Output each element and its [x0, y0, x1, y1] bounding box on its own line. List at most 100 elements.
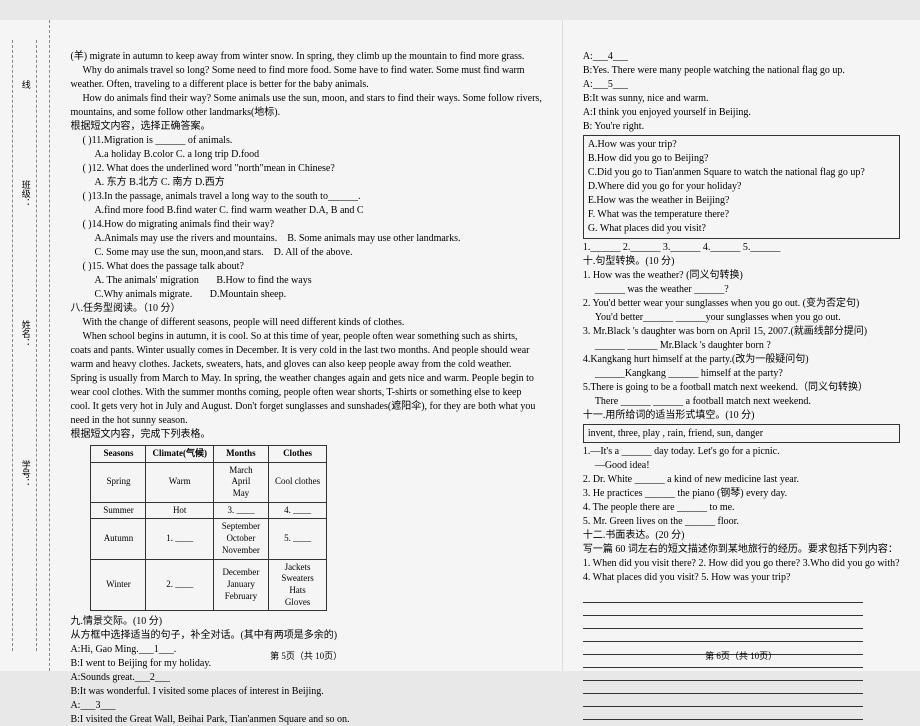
writing-line[interactable] — [583, 710, 863, 720]
table-row: Summer Hot 3. ____ 4. ____ — [91, 502, 327, 519]
options-box: A.How was your trip? B.How did you go to… — [583, 135, 900, 239]
opt: B.How to find the ways — [216, 275, 311, 286]
page-footer: 第 6页（共 10页） — [563, 651, 920, 663]
s11-item: 3. He practices ______ the piano (钢琴) ev… — [583, 487, 900, 500]
table-header-row: Seasons Climate(气候) Months Clothes — [91, 446, 327, 463]
box-opt: E.How was the weather in Beijing? — [588, 194, 895, 207]
td: 1. ____ — [146, 519, 213, 559]
p2-line: With the change of different seasons, pe… — [70, 316, 541, 329]
th: Clothes — [268, 446, 326, 463]
section-8-title: 八.任务型阅读。（10 分） — [70, 302, 541, 315]
section-11-title: 十一.用所给词的适当形式填空。(10 分) — [583, 409, 900, 422]
exam-paper: 线 班级： 姓名： 学号： (羊) migrate in autumn to k… — [0, 20, 919, 671]
s12-instr: 4. What places did you visit? 5. How was… — [583, 571, 900, 584]
box-opt: C.Did you go to Tian'anmen Square to wat… — [588, 166, 895, 179]
dlg: A:I think you enjoyed yourself in Beijin… — [583, 106, 900, 119]
s10-item: 2. You'd better wear your sunglasses whe… — [583, 297, 900, 310]
writing-line[interactable] — [583, 671, 863, 681]
q14-optC: C. Some may use the sun, moon,and stars.… — [70, 246, 541, 259]
dlg: B: You're right. — [583, 120, 900, 133]
writing-line[interactable] — [583, 697, 863, 707]
td: Hot — [146, 502, 213, 519]
td: September October November — [213, 519, 268, 559]
writing-line[interactable] — [583, 593, 863, 603]
p2-line: Spring is usually from March to May. In … — [70, 372, 541, 385]
td: December January February — [213, 559, 268, 611]
p2-line: When school begins in autumn, it is cool… — [70, 330, 541, 343]
q13-opts: A.find more food B.find water C. find wa… — [70, 204, 541, 217]
s12-instr: 写一篇 60 词左右的短文描述你到某地旅行的经历。要求包括下列内容： — [583, 543, 900, 556]
section-9-title: 九.情景交际。(10 分) — [70, 615, 541, 628]
s10-item: ______ was the weather ______? — [583, 283, 900, 296]
opt: C.Why animals migrate. — [94, 289, 192, 300]
opt: C. Some may use the sun, moon,and stars. — [94, 247, 263, 258]
q15-optC: C.Why animals migrate. D.Mountain sheep. — [70, 288, 541, 301]
q15-stem: ( )15. What does the passage talk about? — [70, 260, 541, 273]
passage-line: mountains, and some follow other landmar… — [70, 106, 541, 119]
q11-stem: ( )11.Migration is ______ of animals. — [70, 134, 541, 147]
s10-item: You'd better______ ______your sunglasses… — [583, 311, 900, 324]
writing-line[interactable] — [583, 619, 863, 629]
opt: B. Some animals may use other landmarks. — [287, 233, 460, 244]
th: Seasons — [91, 446, 146, 463]
binding-label: 学号： — [19, 460, 31, 487]
s11-item: 4. The people there are ______ to me. — [583, 501, 900, 514]
page-5: (羊) migrate in autumn to keep away from … — [50, 20, 562, 671]
s11-item: 2. Dr. White ______ a kind of new medici… — [583, 473, 900, 486]
p2-line: wear cool clothes. With the summer month… — [70, 386, 541, 399]
passage-line: Why do animals travel so long? Some need… — [70, 64, 541, 77]
q13-stem: ( )13.In the passage, animals travel a l… — [70, 190, 541, 203]
q12-opts: A. 东方 B.北方 C. 南方 D.西方 — [70, 176, 541, 189]
writing-line[interactable] — [583, 684, 863, 694]
td: Warm — [146, 462, 213, 502]
wordbox-text: invent, three, play , rain, friend, sun,… — [588, 428, 763, 439]
p2-instr: 根据短文内容，完成下列表格。 — [70, 428, 541, 441]
td: 5. ____ — [268, 519, 326, 559]
passage-line: (羊) migrate in autumn to keep away from … — [70, 50, 541, 63]
section-9-instr: 从方框中选择适当的句子，补全对话。(其中有两项是多余的) — [70, 629, 541, 642]
s10-item: 4.Kangkang hurt himself at the party.(改为… — [583, 353, 900, 366]
dlg: A:___5___ — [583, 78, 900, 91]
s10-item: ______Kangkang ______ himself at the par… — [583, 367, 900, 380]
td: Winter — [91, 559, 146, 611]
writing-line[interactable] — [583, 632, 863, 642]
page-6: A:___4___ B:Yes. There were many people … — [563, 20, 920, 671]
dlg: B:It was sunny, nice and warm. — [583, 92, 900, 105]
s11-item: 1.—It's a ______ day today. Let's go for… — [583, 445, 900, 458]
p2-line: coats and pants. Winter usually comes in… — [70, 344, 541, 357]
s10-item: There ______ ______ a football match nex… — [583, 395, 900, 408]
section-12-title: 十二.书面表达。(20 分) — [583, 529, 900, 542]
section-10-title: 十.句型转换。(10 分) — [583, 255, 900, 268]
binding-label: 班级： — [19, 180, 31, 207]
dlg: B:It was wonderful. I visited some place… — [70, 685, 541, 698]
opt: A.Animals may use the rivers and mountai… — [94, 233, 277, 244]
s10-item: 5.There is going to be a football match … — [583, 381, 900, 394]
th: Months — [213, 446, 268, 463]
table-row: Winter 2. ____ December January February… — [91, 559, 327, 611]
binding-label: 线 — [19, 80, 31, 89]
s12-instr: 1. When did you visit there? 2. How did … — [583, 557, 900, 570]
q12-stem: ( )12. What does the underlined word "no… — [70, 162, 541, 175]
dlg: B:Yes. There were many people watching t… — [583, 64, 900, 77]
dlg: B:I visited the Great Wall, Beihai Park,… — [70, 713, 541, 726]
seasons-table: Seasons Climate(气候) Months Clothes Sprin… — [90, 445, 327, 611]
opt: D.Mountain sheep. — [210, 289, 286, 300]
box-opt: G. What places did you visit? — [588, 222, 895, 235]
td: Autumn — [91, 519, 146, 559]
td: Summer — [91, 502, 146, 519]
td: 2. ____ — [146, 559, 213, 611]
box-opt: A.How was your trip? — [588, 138, 895, 151]
s11-item: —Good idea! — [583, 459, 900, 472]
p2-line: need in the hot sunny season. — [70, 414, 541, 427]
q14-stem: ( )14.How do migrating animals find thei… — [70, 218, 541, 231]
box-opt: F. What was the temperature there? — [588, 208, 895, 221]
th: Climate(气候) — [146, 446, 213, 463]
q11-opts: A.a holiday B.color C. a long trip D.foo… — [70, 148, 541, 161]
p2-line: cool. It gets very hot in July and Augus… — [70, 400, 541, 413]
binding-margin: 线 班级： 姓名： 学号： — [0, 20, 50, 671]
box-opt: D.Where did you go for your holiday? — [588, 180, 895, 193]
opt: D. All of the above. — [274, 247, 353, 258]
s10-item: ______ ______ Mr.Black 's daughter born … — [583, 339, 900, 352]
box-opt: B.How did you go to Beijing? — [588, 152, 895, 165]
writing-line[interactable] — [583, 606, 863, 616]
